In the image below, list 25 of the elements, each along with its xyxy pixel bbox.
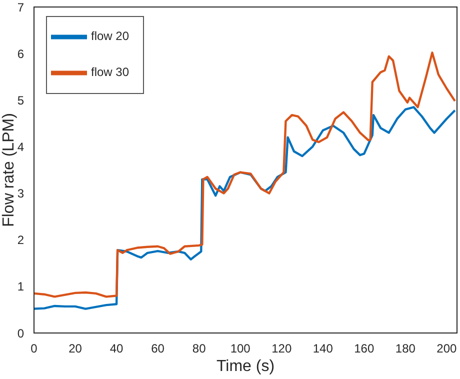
x-tick-label: 80 (192, 342, 206, 356)
x-tick-label: 180 (395, 342, 416, 356)
x-tick-label: 100 (230, 342, 251, 356)
y-axis-title: Flow rate (LPM) (0, 113, 18, 227)
y-tick-label: 0 (17, 326, 24, 340)
x-tick-label: 120 (272, 342, 292, 356)
y-tick-label: 1 (17, 280, 24, 294)
line-series (34, 106, 456, 310)
legend-label: flow 20 (91, 29, 130, 44)
x-tick-label: 140 (312, 342, 334, 356)
x-tick-label: 200 (436, 342, 458, 356)
x-tick-label: 40 (110, 342, 124, 356)
y-tick-label: 4 (17, 140, 24, 154)
x-tick-label: 20 (68, 342, 82, 356)
x-tick-label: 0 (30, 342, 38, 356)
y-tick-label: 2 (17, 233, 24, 248)
y-tick-label: 7 (17, 0, 24, 14)
x-tick-label: 60 (151, 342, 165, 356)
y-tick-label: 3 (17, 186, 24, 201)
x-tick-label: 160 (354, 342, 374, 356)
x-axis-title: Time (s) (216, 358, 275, 375)
line-series (34, 52, 456, 298)
legend-label: flow 30 (91, 65, 130, 80)
y-tick-label: 5 (17, 93, 24, 108)
y-tick-label: 6 (17, 46, 24, 61)
